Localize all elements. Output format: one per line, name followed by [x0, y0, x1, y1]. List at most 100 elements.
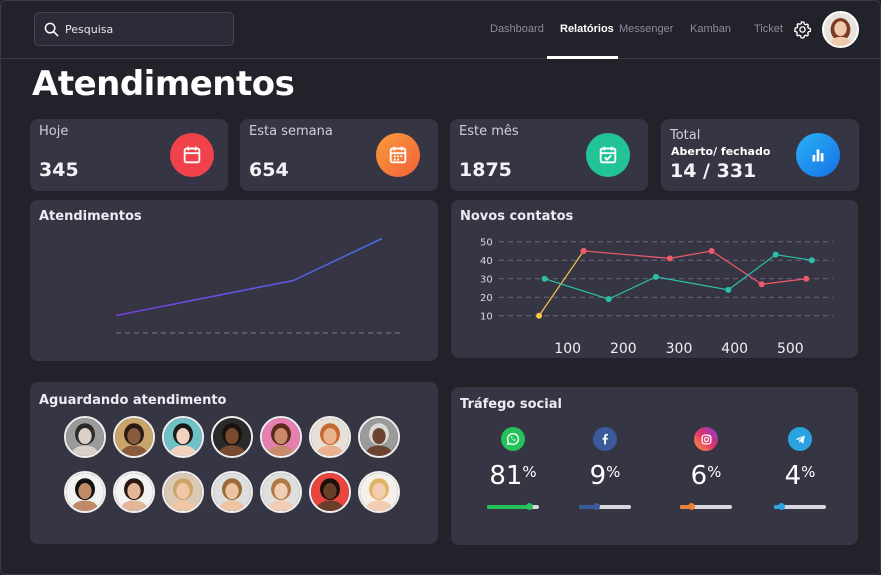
- data-point: [652, 273, 659, 280]
- y-tick-label: 30: [480, 275, 493, 286]
- social-progress-fill: [680, 505, 692, 509]
- telegram-icon: [788, 427, 812, 451]
- page-title: Atendimentos: [32, 64, 295, 104]
- series-line: [583, 250, 807, 285]
- calendar-grid-icon: [376, 133, 420, 177]
- top-bar: Dashboard Relatórios Messenger Kamban Ti…: [0, 0, 881, 59]
- social-progress-knob: [687, 503, 695, 510]
- user-avatar[interactable]: [822, 11, 859, 48]
- data-point: [708, 247, 715, 254]
- y-tick-label: 50: [480, 238, 493, 249]
- data-point: [725, 286, 732, 293]
- data-point: [803, 275, 810, 282]
- social-progress: [487, 503, 539, 510]
- social-facebook[interactable]: 9%: [555, 427, 655, 510]
- stat-label: Esta semana: [249, 124, 333, 139]
- nav-kamban[interactable]: Kamban: [690, 23, 731, 35]
- atendimentos-chart: [115, 237, 403, 334]
- waiting-person-avatar[interactable]: [64, 416, 106, 458]
- waiting-person-avatar[interactable]: [309, 471, 351, 513]
- social-progress-knob: [592, 503, 600, 510]
- nav-dashboard[interactable]: Dashboard: [490, 23, 544, 35]
- social-value: 6%: [690, 461, 722, 491]
- x-tick-label: 300: [666, 341, 693, 357]
- data-point: [772, 251, 779, 258]
- nav-messenger[interactable]: Messenger: [619, 23, 674, 35]
- nav-relatorios[interactable]: Relatórios: [560, 23, 614, 35]
- data-point: [541, 275, 548, 282]
- y-tick-label: 10: [480, 312, 493, 323]
- social-title: Tráfego social: [460, 397, 562, 412]
- waiting-person-avatar[interactable]: [211, 416, 253, 458]
- social-traffic-card: Tráfego social 81% 9% 6% 4%: [451, 387, 858, 545]
- waiting-person-avatar[interactable]: [358, 416, 400, 458]
- nav-active-indicator: [547, 56, 618, 59]
- data-point: [758, 281, 765, 288]
- waiting-person-avatar[interactable]: [162, 471, 204, 513]
- data-point: [808, 257, 815, 264]
- facebook-icon: [593, 427, 617, 451]
- waiting-person-avatar[interactable]: [211, 471, 253, 513]
- social-progress-knob: [525, 503, 533, 510]
- atendimentos-chart-card: Atendimentos: [30, 200, 438, 361]
- y-tick-label: 40: [480, 256, 493, 267]
- stat-card-semana: Esta semana 654: [240, 119, 438, 191]
- waiting-card: Aguardando atendimento: [30, 382, 438, 544]
- social-whatsapp[interactable]: 81%: [463, 427, 563, 510]
- social-progress-fill: [487, 505, 530, 509]
- search-box[interactable]: [34, 12, 234, 46]
- waiting-person-avatar[interactable]: [309, 416, 351, 458]
- x-tick-label: 400: [721, 341, 748, 357]
- social-value: 81%: [489, 461, 537, 491]
- chart-title: Novos contatos: [460, 209, 574, 224]
- social-progress: [579, 503, 631, 510]
- stat-card-total: Total Aberto/ fechado 14 / 331: [661, 119, 859, 191]
- novos-contatos-chart: 50 40 30 20 10 100 200 300 400 500: [480, 238, 833, 357]
- y-tick-label: 20: [480, 293, 493, 304]
- social-value: 9%: [589, 461, 621, 491]
- social-progress-fill: [774, 505, 782, 509]
- stat-value: 345: [39, 159, 79, 181]
- waiting-person-avatar[interactable]: [260, 416, 302, 458]
- nav-ticket[interactable]: Ticket: [754, 23, 783, 35]
- data-point: [580, 247, 587, 254]
- social-progress-knob: [778, 503, 786, 510]
- series-line: [544, 254, 812, 300]
- stat-value: 1875: [459, 159, 512, 181]
- stat-sublabel: Aberto/ fechado: [671, 145, 771, 158]
- social-value: 4%: [784, 461, 816, 491]
- novos-contatos-card: Novos contatos 50 40 30 20 10 100 200 300 400 500: [451, 200, 858, 358]
- stat-value: 14 / 331: [670, 160, 757, 182]
- atendimentos-series-line: [115, 237, 383, 317]
- waiting-person-avatar[interactable]: [358, 471, 400, 513]
- social-instagram[interactable]: 6%: [656, 427, 756, 510]
- series-line: [538, 250, 585, 317]
- calendar-check-icon: [586, 133, 630, 177]
- x-tick-label: 200: [610, 341, 637, 357]
- waiting-title: Aguardando atendimento: [39, 393, 227, 408]
- waiting-person-avatar[interactable]: [162, 416, 204, 458]
- whatsapp-icon: [501, 427, 525, 451]
- stat-value: 654: [249, 159, 289, 181]
- waiting-person-avatar[interactable]: [113, 416, 155, 458]
- social-progress: [774, 503, 826, 510]
- social-progress: [680, 503, 732, 510]
- gear-icon[interactable]: [793, 20, 812, 39]
- search-icon: [44, 22, 59, 36]
- stat-label: Este mês: [459, 124, 519, 139]
- social-telegram[interactable]: 4%: [750, 427, 850, 510]
- stat-card-mes: Este mês 1875: [450, 119, 648, 191]
- search-input[interactable]: [65, 22, 225, 36]
- x-tick-label: 500: [777, 341, 804, 357]
- bar-chart-icon: [796, 133, 840, 177]
- x-tick-label: 100: [554, 341, 581, 357]
- stat-label: Total: [670, 128, 701, 143]
- chart-title: Atendimentos: [39, 209, 142, 224]
- social-progress-fill: [579, 505, 597, 509]
- waiting-person-avatar[interactable]: [64, 471, 106, 513]
- calendar-icon: [170, 133, 214, 177]
- stat-card-hoje: Hoje 345: [30, 119, 228, 191]
- data-point: [536, 312, 543, 319]
- waiting-person-avatar[interactable]: [260, 471, 302, 513]
- waiting-person-avatar[interactable]: [113, 471, 155, 513]
